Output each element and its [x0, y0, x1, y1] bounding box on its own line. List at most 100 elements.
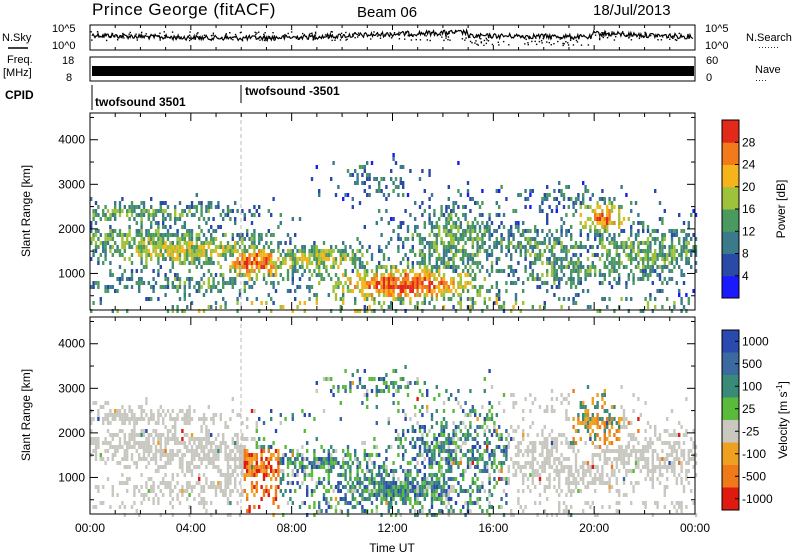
data-cell — [469, 501, 472, 505]
data-cell — [274, 265, 278, 269]
data-cell — [298, 505, 302, 509]
data-cell — [510, 225, 513, 229]
data-cell — [625, 297, 628, 301]
data-cell — [488, 489, 491, 493]
data-cell — [195, 237, 198, 241]
data-cell — [452, 225, 455, 229]
data-cell — [222, 217, 225, 221]
data-cell — [498, 225, 501, 229]
data-cell — [625, 285, 628, 289]
data-cell — [318, 501, 321, 505]
data-cell — [200, 501, 203, 505]
data-cell — [145, 257, 148, 261]
data-cell — [193, 409, 196, 413]
data-cell — [471, 285, 474, 289]
data-cell — [622, 249, 626, 253]
data-cell — [694, 249, 698, 253]
data-cell — [351, 485, 354, 489]
data-cell — [486, 425, 489, 429]
data-cell — [111, 433, 114, 437]
data-cell — [325, 257, 328, 261]
data-cell — [202, 241, 206, 245]
data-cell — [610, 221, 614, 225]
data-cell — [145, 449, 148, 453]
data-cell — [613, 241, 616, 245]
data-cell — [267, 473, 270, 477]
data-cell — [440, 465, 443, 469]
data-cell — [337, 461, 340, 465]
data-cell — [118, 445, 122, 449]
data-cell — [190, 253, 194, 257]
data-cell — [255, 265, 258, 269]
data-cell — [406, 485, 410, 489]
data-cell — [171, 437, 174, 441]
data-cell — [627, 273, 630, 277]
data-cell — [123, 437, 126, 441]
data-cell — [162, 493, 165, 497]
data-cell — [440, 237, 443, 241]
data-cell — [126, 233, 129, 237]
data-cell — [152, 441, 155, 445]
data-cell — [613, 257, 616, 261]
data-cell — [171, 513, 174, 517]
data-cell — [279, 265, 282, 269]
data-cell — [594, 217, 597, 221]
data-cell — [651, 253, 654, 257]
data-cell — [183, 293, 186, 297]
data-cell — [265, 473, 268, 477]
data-cell — [366, 269, 369, 273]
data-cell — [202, 449, 206, 453]
data-cell — [118, 253, 122, 257]
data-cell — [102, 241, 105, 245]
data-cell — [253, 237, 256, 241]
noise-search-dot — [443, 39, 445, 42]
data-cell — [536, 245, 539, 249]
data-cell — [654, 269, 657, 273]
data-cell — [380, 273, 383, 277]
data-cell — [142, 281, 146, 285]
data-cell — [675, 281, 678, 285]
noise-search-dot — [670, 36, 673, 38]
data-cell — [442, 457, 446, 461]
data-cell — [142, 445, 146, 449]
data-cell — [190, 445, 194, 449]
data-cell — [214, 273, 218, 277]
data-cell — [423, 485, 426, 489]
data-cell — [162, 213, 165, 217]
data-cell — [94, 201, 98, 205]
data-cell — [380, 481, 383, 485]
data-cell — [404, 413, 407, 417]
data-cell — [274, 485, 278, 489]
data-cell — [498, 293, 501, 297]
data-cell — [675, 261, 678, 265]
noise-search-dot — [562, 44, 564, 47]
data-cell — [550, 253, 554, 257]
noise-search-dot — [572, 44, 575, 46]
data-cell — [462, 285, 465, 289]
data-cell — [495, 201, 498, 205]
data-cell — [250, 301, 254, 305]
data-cell — [178, 441, 182, 445]
data-cell — [104, 241, 107, 245]
data-cell — [111, 233, 114, 237]
data-cell — [440, 441, 443, 445]
data-cell — [447, 509, 450, 513]
data-cell — [421, 257, 424, 261]
data-cell — [334, 485, 338, 489]
data-cell — [265, 485, 268, 489]
data-cell — [106, 401, 110, 405]
data-cell — [358, 461, 362, 465]
data-cell — [202, 505, 206, 509]
data-cell — [202, 489, 206, 493]
data-cell — [502, 305, 506, 309]
data-cell — [181, 457, 184, 461]
noise-search-dot — [464, 39, 466, 41]
data-cell — [591, 193, 594, 197]
data-cell — [392, 469, 395, 473]
data-cell — [519, 249, 522, 253]
data-cell — [560, 229, 563, 233]
data-cell — [483, 433, 486, 437]
noise-search-dot — [331, 31, 333, 33]
data-cell — [546, 245, 549, 249]
